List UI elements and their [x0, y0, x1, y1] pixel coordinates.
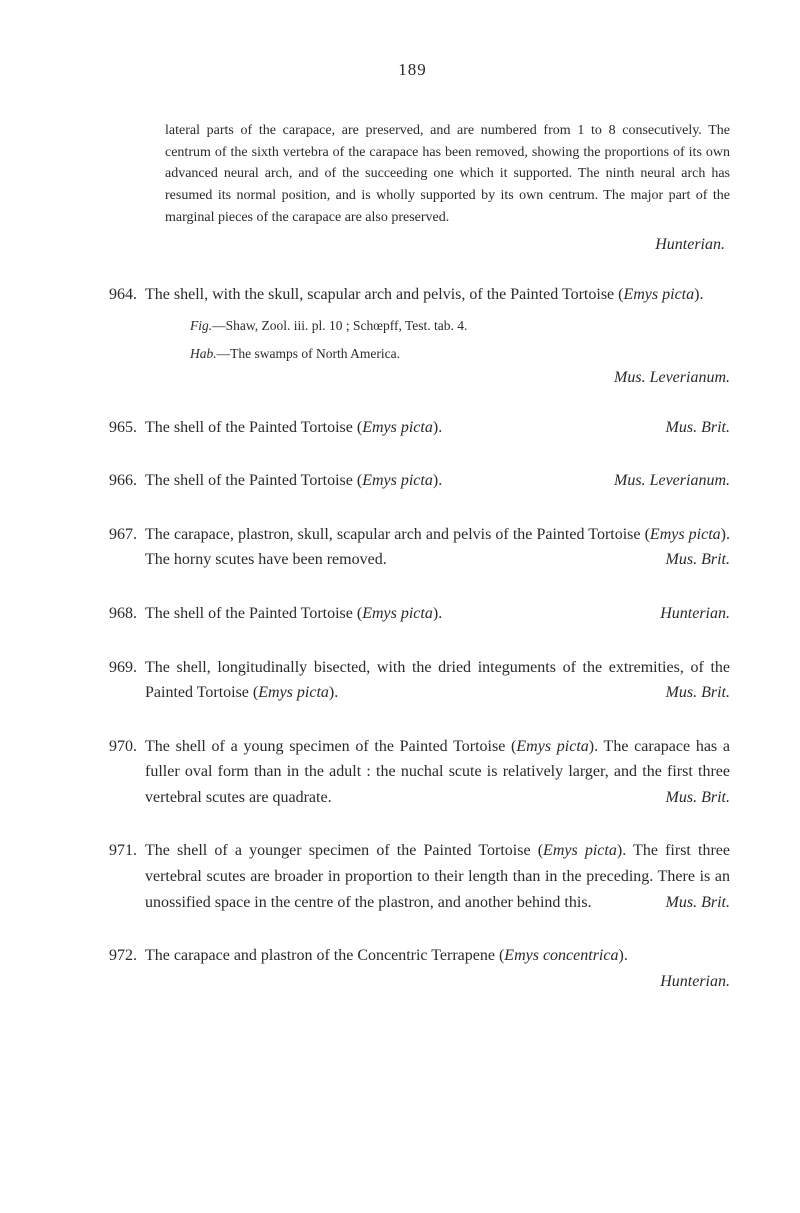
- entry-attribution: Mus. Brit.: [666, 680, 730, 706]
- entry-972: 972. The carapace and plastron of the Co…: [95, 943, 730, 991]
- entry-attribution: Mus. Leverianum.: [614, 468, 730, 494]
- entry-number: 971.: [95, 838, 145, 915]
- entry-number: 972.: [95, 943, 145, 969]
- entry-fig: Fig.—Shaw, Zool. iii. pl. 10 ; Schœpff, …: [190, 316, 730, 336]
- entry-number: 969.: [95, 655, 145, 706]
- entry-text: The carapace and plastron of the Concent…: [145, 943, 730, 969]
- entry-number: 967.: [95, 522, 145, 573]
- entry-965: 965. The shell of the Painted Tortoise (…: [95, 415, 730, 441]
- entry-number: 968.: [95, 601, 145, 627]
- entry-text: The shell of a younger specimen of the P…: [145, 838, 730, 915]
- entry-text: The shell of the Painted Tortoise (Emys …: [145, 601, 730, 627]
- entry-text: The shell of the Painted Tortoise (Emys …: [145, 468, 730, 494]
- entry-text: The shell, longitudinally bisected, with…: [145, 655, 730, 706]
- entry-text: The shell of the Painted Tortoise (Emys …: [145, 415, 730, 441]
- entry-attribution: Hunterian.: [660, 601, 730, 627]
- intro-paragraph: lateral parts of the carapace, are prese…: [165, 120, 730, 228]
- entry-964: 964. The shell, with the skull, scapular…: [95, 282, 730, 386]
- entry-attribution: Mus. Brit.: [666, 547, 730, 573]
- entry-970: 970. The shell of a young specimen of th…: [95, 734, 730, 811]
- entry-number: 965.: [95, 415, 145, 441]
- entry-966: 966. The shell of the Painted Tortoise (…: [95, 468, 730, 494]
- entry-text: The shell of a young specimen of the Pai…: [145, 734, 730, 811]
- intro-attribution: Hunterian.: [95, 236, 725, 254]
- entry-hab: Hab.—The swamps of North America.: [190, 344, 730, 364]
- entry-text: The carapace, plastron, skull, scapular …: [145, 522, 730, 573]
- entry-number: 966.: [95, 468, 145, 494]
- entry-attribution: Mus. Brit.: [666, 415, 730, 441]
- entry-attribution: Mus. Brit.: [666, 890, 730, 916]
- entry-attribution: Mus. Leverianum.: [95, 369, 730, 387]
- entry-attribution: Hunterian.: [95, 973, 730, 991]
- entry-968: 968. The shell of the Painted Tortoise (…: [95, 601, 730, 627]
- entry-967: 967. The carapace, plastron, skull, scap…: [95, 522, 730, 573]
- page-number: 189: [95, 60, 730, 80]
- entry-attribution: Mus. Brit.: [666, 785, 730, 811]
- entry-969: 969. The shell, longitudinally bisected,…: [95, 655, 730, 706]
- entry-971: 971. The shell of a younger specimen of …: [95, 838, 730, 915]
- entry-number: 964.: [95, 282, 145, 308]
- entry-number: 970.: [95, 734, 145, 811]
- entry-text: The shell, with the skull, scapular arch…: [145, 282, 730, 308]
